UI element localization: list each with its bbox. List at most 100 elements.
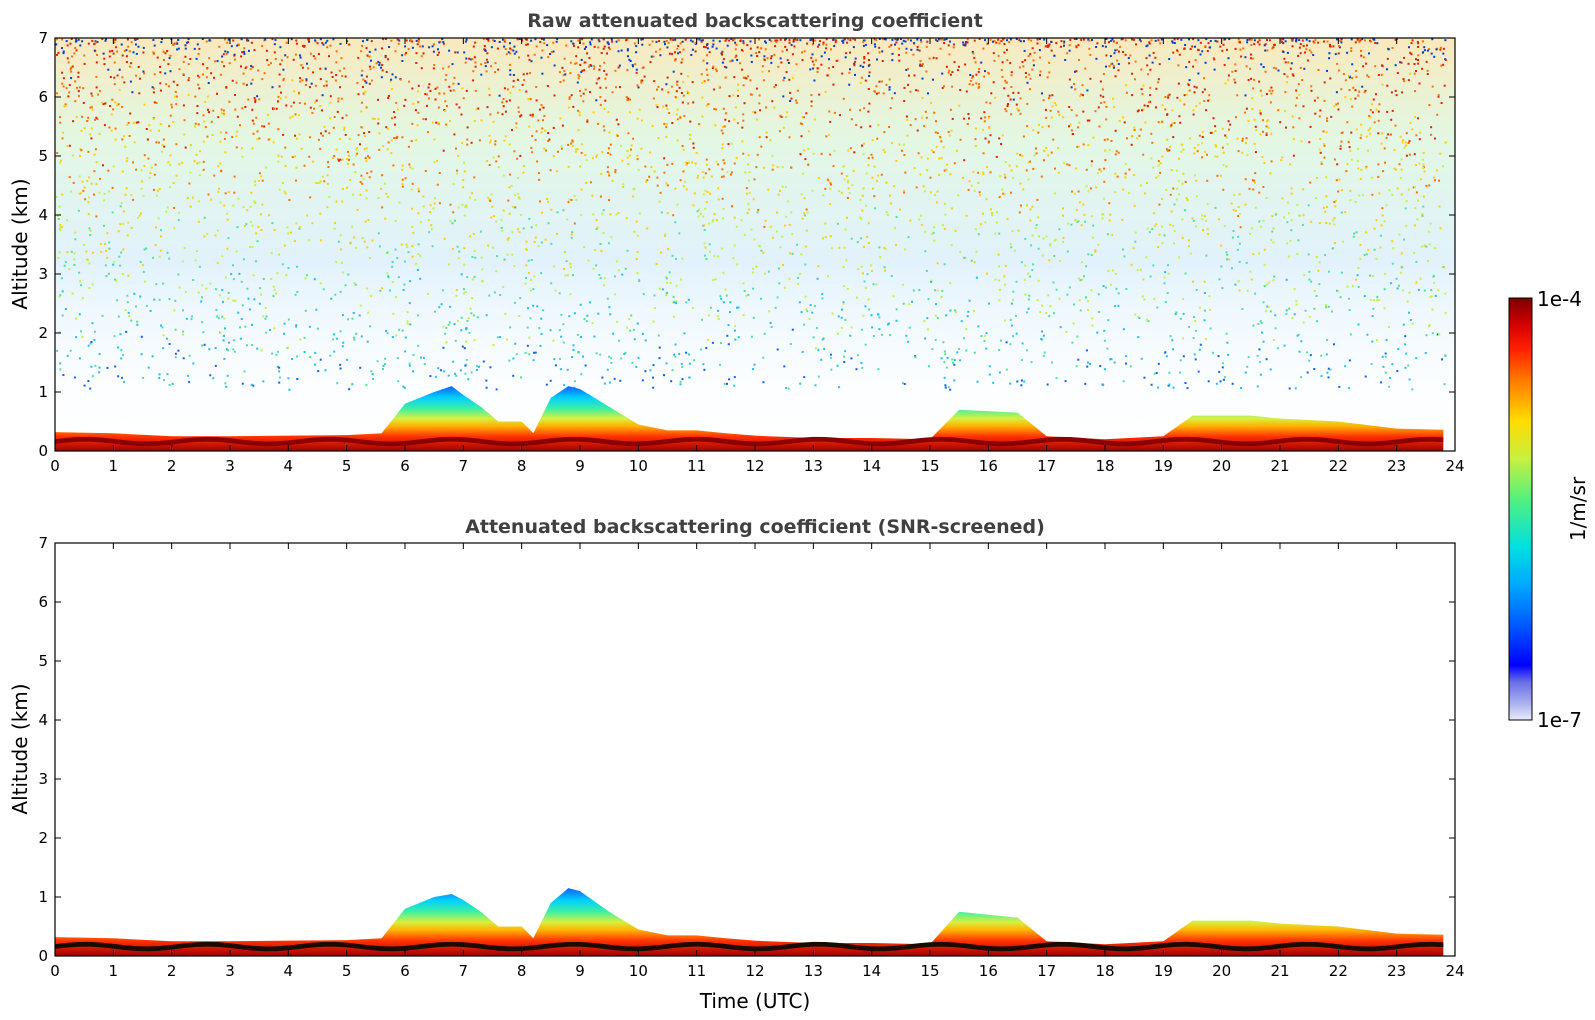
noise-dot <box>1139 128 1142 131</box>
noise-dot <box>1264 49 1267 52</box>
noise-dot <box>173 206 176 209</box>
noise-dot <box>1333 343 1335 346</box>
noise-dot <box>664 233 667 236</box>
noise-dot <box>683 332 686 335</box>
noise-dot <box>1135 43 1137 46</box>
noise-dot <box>1117 292 1120 295</box>
noise-dot <box>271 38 274 41</box>
noise-dot <box>1055 42 1058 45</box>
noise-dot <box>1108 41 1110 44</box>
noise-dot <box>673 301 676 304</box>
noise-dot <box>1043 159 1045 162</box>
noise-dot <box>955 311 958 314</box>
noise-dot <box>1033 154 1036 157</box>
noise-dot <box>763 58 766 61</box>
noise-dot <box>989 102 992 105</box>
noise-dot <box>1066 163 1069 166</box>
noise-dot <box>836 332 839 335</box>
noise-dot <box>117 315 120 318</box>
noise-dot <box>721 197 724 200</box>
noise-dot <box>173 42 176 45</box>
noise-dot <box>1192 109 1195 112</box>
noise-dot <box>401 168 404 171</box>
noise-dot <box>575 148 578 151</box>
noise-dot <box>120 376 123 379</box>
noise-dot <box>1058 297 1061 300</box>
noise-dot <box>1329 368 1332 371</box>
noise-dot <box>110 129 113 132</box>
noise-dot <box>703 242 706 245</box>
noise-dot <box>968 117 970 120</box>
noise-dot <box>1350 131 1353 134</box>
noise-dot <box>508 212 511 215</box>
noise-dot <box>903 154 906 156</box>
noise-dot <box>1073 83 1075 85</box>
noise-dot <box>1046 76 1049 79</box>
noise-dot <box>871 326 874 329</box>
noise-dot <box>1273 339 1275 341</box>
noise-dot <box>277 128 280 131</box>
noise-dot <box>1106 347 1109 350</box>
noise-dot <box>1192 38 1195 41</box>
noise-dot <box>225 131 228 134</box>
noise-dot <box>1415 134 1418 137</box>
noise-dot <box>382 364 385 367</box>
noise-dot <box>934 289 937 292</box>
noise-dot <box>970 184 973 187</box>
noise-dot <box>1198 348 1201 351</box>
noise-dot <box>550 51 553 53</box>
noise-dot <box>108 247 111 250</box>
noise-dot <box>888 78 891 81</box>
noise-dot <box>579 90 581 93</box>
noise-dot <box>1348 309 1351 311</box>
noise-dot <box>181 260 184 263</box>
noise-dot <box>598 77 601 80</box>
noise-dot <box>486 52 489 55</box>
noise-dot <box>1301 223 1304 226</box>
noise-dot <box>1259 89 1262 92</box>
noise-dot <box>98 371 101 374</box>
noise-dot <box>480 256 483 259</box>
noise-dot <box>471 256 474 258</box>
noise-dot <box>606 368 609 371</box>
noise-dot <box>1318 283 1321 286</box>
noise-dot <box>232 264 234 267</box>
noise-dot <box>714 124 717 127</box>
noise-dot <box>1310 89 1313 92</box>
noise-dot <box>1101 45 1104 48</box>
noise-dot <box>540 56 543 59</box>
noise-dot <box>1367 129 1370 132</box>
noise-dot <box>290 38 293 41</box>
noise-dot <box>672 295 675 298</box>
noise-dot <box>346 358 349 361</box>
noise-dot <box>445 341 448 344</box>
noise-dot <box>370 295 372 298</box>
noise-dot <box>1325 222 1328 224</box>
noise-dot <box>115 46 117 49</box>
noise-dot <box>195 153 198 156</box>
noise-dot <box>1015 332 1018 335</box>
noise-dot <box>1359 39 1362 42</box>
noise-dot <box>1373 227 1376 230</box>
noise-dot <box>509 47 512 50</box>
noise-dot <box>58 295 61 298</box>
noise-dot <box>1256 41 1259 44</box>
noise-dot <box>836 222 839 225</box>
noise-dot <box>325 80 328 83</box>
noise-dot <box>395 334 398 337</box>
noise-dot <box>271 107 274 110</box>
noise-dot <box>1082 203 1085 206</box>
noise-dot <box>1352 86 1355 89</box>
noise-dot <box>150 166 153 169</box>
noise-dot <box>732 94 735 97</box>
noise-dot <box>730 171 733 174</box>
noise-dot <box>431 245 434 248</box>
noise-dot <box>883 266 886 269</box>
noise-dot <box>771 154 774 157</box>
noise-dot <box>1026 102 1029 105</box>
noise-dot <box>128 314 131 317</box>
noise-dot <box>401 185 404 188</box>
noise-dot <box>1085 185 1088 188</box>
noise-dot <box>121 76 124 79</box>
noise-dot <box>127 221 130 224</box>
